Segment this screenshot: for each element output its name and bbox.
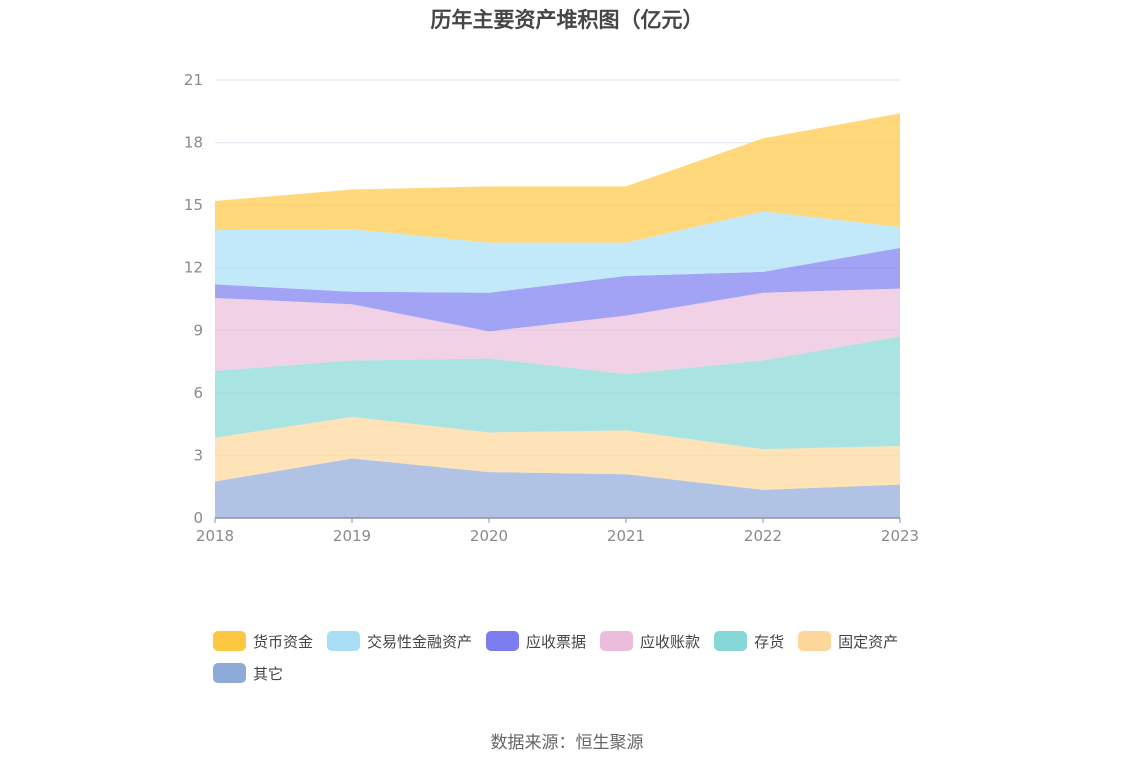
y-tick-label: 3 (193, 446, 203, 464)
legend-item[interactable]: 固定资产 (798, 630, 898, 652)
legend-swatch (213, 631, 246, 651)
y-tick-label: 9 (193, 321, 203, 339)
area-series-交易性金融资产 (215, 211, 900, 293)
legend-swatch (486, 631, 520, 651)
legend-swatch (798, 631, 832, 651)
x-tick-label: 2019 (333, 527, 371, 545)
area-series-存货 (215, 336, 900, 450)
legend-label: 交易性金融资产 (367, 632, 473, 651)
x-tick-label: 2021 (607, 527, 645, 545)
x-tick-label: 2023 (881, 527, 919, 545)
area-series-其它 (215, 458, 900, 518)
y-tick-label: 15 (184, 196, 203, 214)
area-series-应收票据 (215, 247, 900, 332)
legend-swatch (327, 631, 361, 651)
y-tick-label: 21 (184, 71, 203, 89)
legend-item[interactable]: 存货 (714, 630, 784, 652)
legend: 货币资金 交易性金融资产 应收票据 应收账款 存货 固定资产其它 (213, 630, 973, 694)
legend-item[interactable]: 其它 (213, 662, 283, 684)
legend-swatch (714, 631, 748, 651)
chart-title: 历年主要资产堆积图（亿元） (430, 8, 704, 32)
x-tick-label: 2020 (470, 527, 508, 545)
legend-label: 固定资产 (838, 632, 899, 651)
stacked-area-chart: 0 3 6 9 12 15 18 21 2018 2019 2020 2021 2022 2023 (184, 71, 919, 545)
legend-label: 货币资金 (253, 632, 314, 651)
legend-item[interactable]: 交易性金融资产 (327, 630, 472, 652)
legend-label: 存货 (754, 632, 785, 651)
legend-item[interactable]: 应收账款 (600, 630, 700, 652)
legend-swatch (213, 663, 246, 683)
data-source-note: 数据来源：恒生聚源 (490, 733, 644, 753)
legend-swatch (600, 631, 634, 651)
legend-item[interactable]: 货币资金 (213, 630, 313, 652)
legend-item[interactable]: 应收票据 (486, 630, 586, 652)
x-tick-label: 2018 (196, 527, 234, 545)
area-series (215, 113, 900, 518)
y-tick-label: 6 (193, 384, 203, 402)
legend-label: 其它 (253, 664, 284, 683)
area-series-货币资金 (215, 113, 900, 243)
y-tick-label: 0 (193, 509, 203, 527)
legend-label: 应收票据 (526, 632, 587, 651)
x-tick-label: 2022 (744, 527, 782, 545)
legend-label: 应收账款 (640, 632, 701, 651)
y-tick-label: 18 (184, 134, 203, 152)
area-series-固定资产 (215, 416, 900, 490)
area-series-应收账款 (215, 288, 900, 375)
y-tick-label: 12 (184, 259, 203, 277)
axes: 0 3 6 9 12 15 18 21 2018 2019 2020 2021 2022 2023 (184, 71, 919, 545)
